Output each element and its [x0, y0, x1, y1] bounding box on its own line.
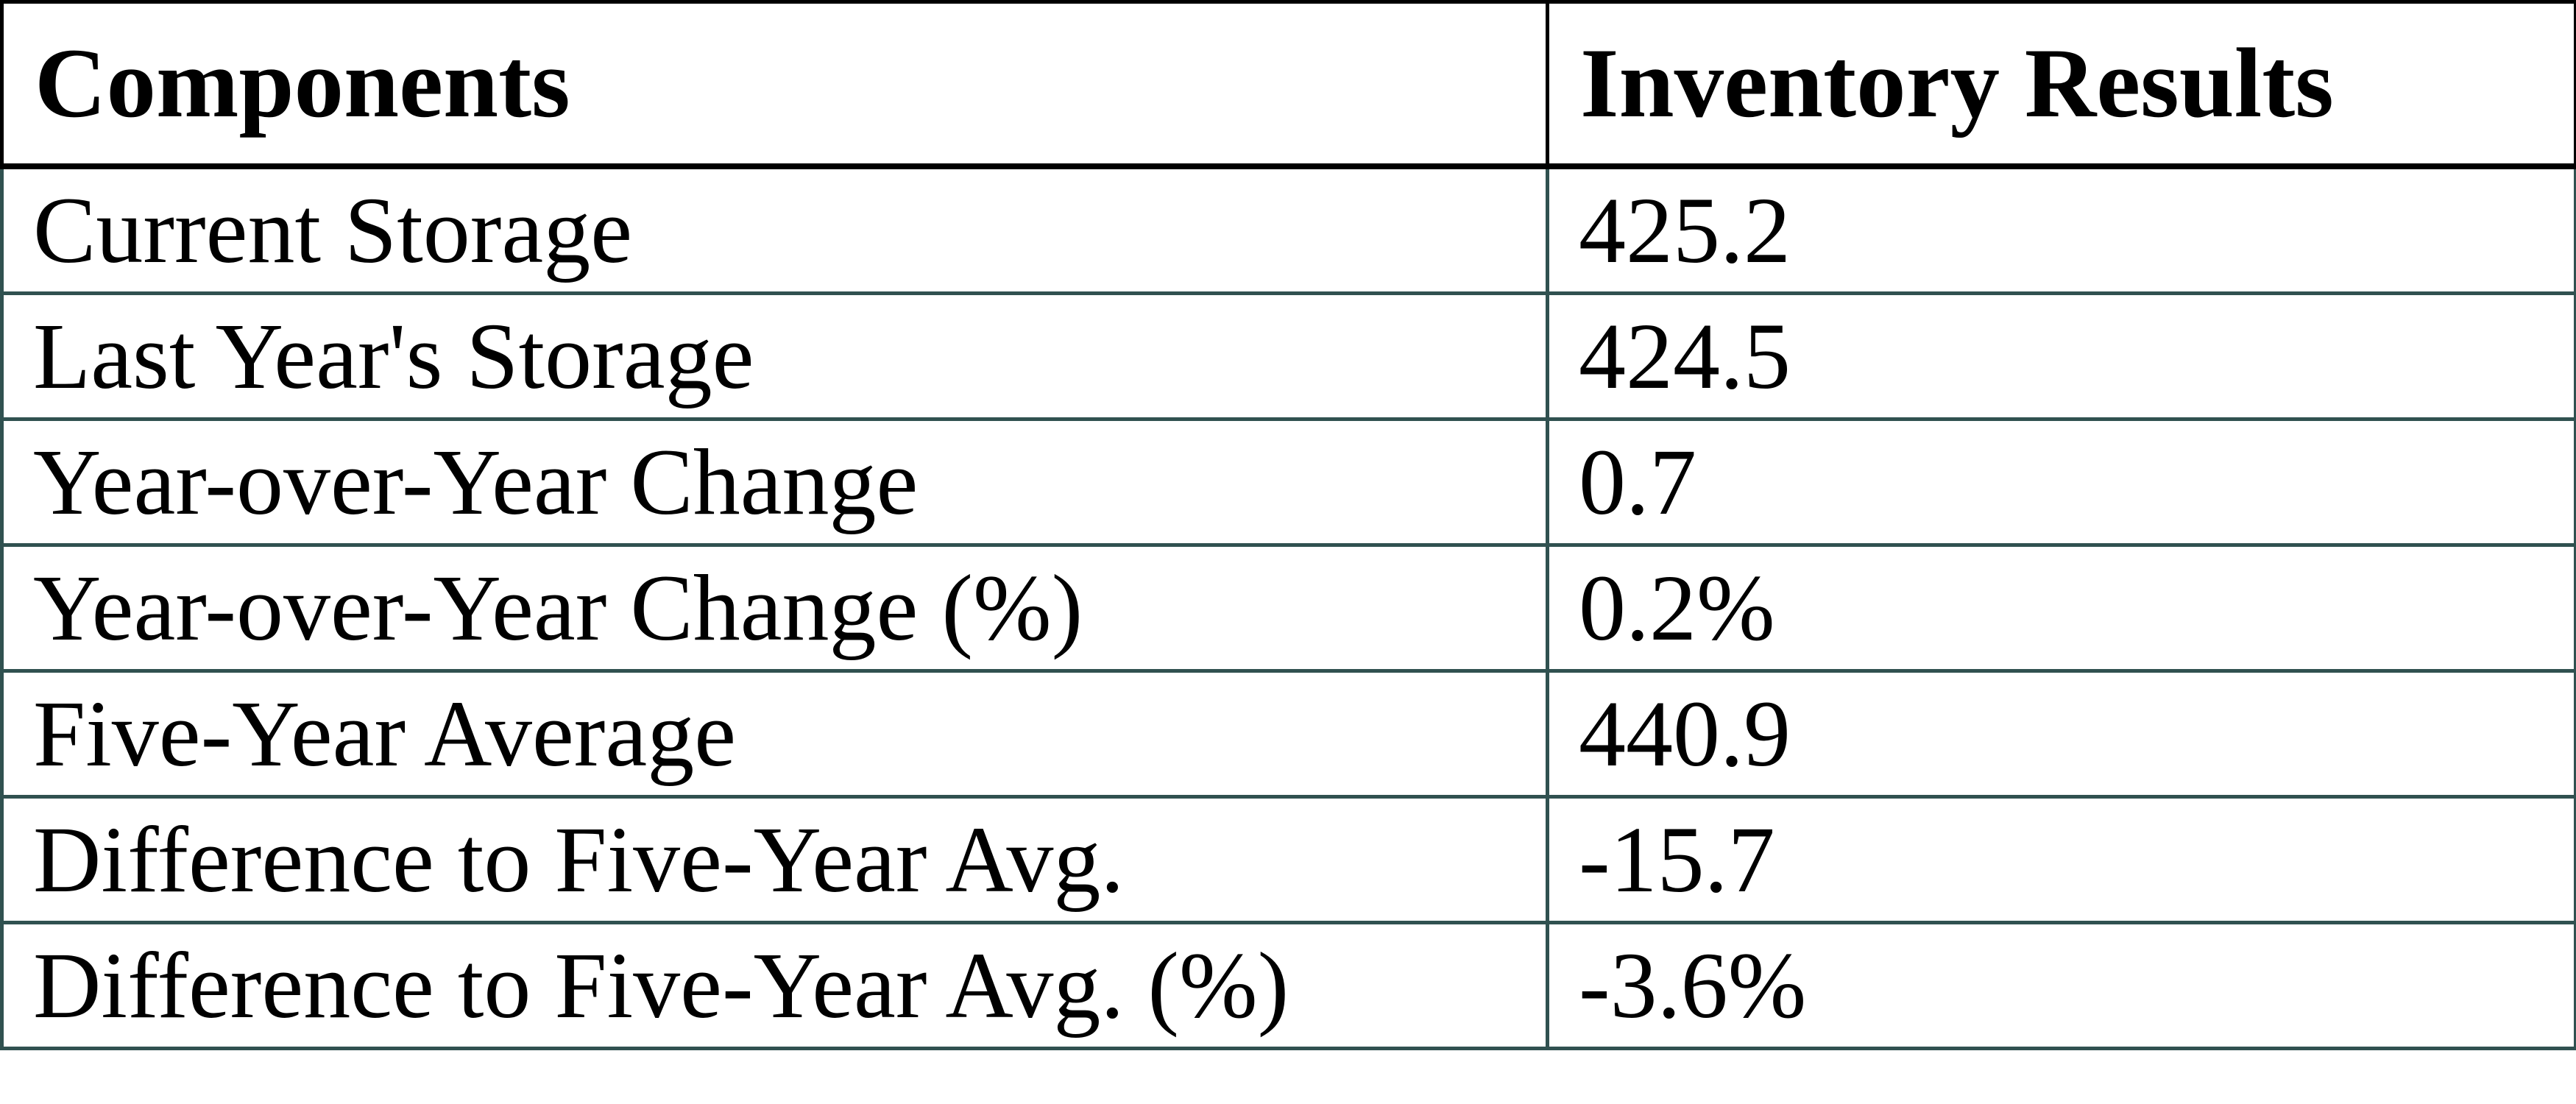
row-value: 0.7: [1546, 417, 2576, 547]
table-row: Year-over-Year Change (%) 0.2%: [0, 543, 2576, 673]
table-header: Components Inventory Results: [0, 0, 2576, 169]
row-label: Current Storage: [0, 164, 1549, 295]
row-value: -3.6%: [1546, 921, 2576, 1050]
row-value: 0.2%: [1546, 543, 2576, 673]
row-label: Year-over-Year Change: [0, 417, 1549, 547]
row-label: Difference to Five-Year Avg. (%): [0, 921, 1549, 1050]
row-label: Last Year's Storage: [0, 291, 1549, 421]
row-label: Difference to Five-Year Avg.: [0, 795, 1549, 924]
row-label: Year-over-Year Change (%): [0, 543, 1549, 673]
row-value: -15.7: [1546, 795, 2576, 924]
table-row: Year-over-Year Change 0.7: [0, 417, 2576, 547]
header-row: Components Inventory Results: [0, 0, 2576, 169]
inventory-table: Components Inventory Results Current Sto…: [0, 0, 2576, 1050]
table-row: Last Year's Storage 424.5: [0, 291, 2576, 421]
table-row: Difference to Five-Year Avg. -15.7: [0, 795, 2576, 924]
row-label: Five-Year Average: [0, 669, 1549, 799]
column-header-inventory-results: Inventory Results: [1546, 0, 2576, 169]
table-row: Five-Year Average 440.9: [0, 669, 2576, 799]
table-row: Difference to Five-Year Avg. (%) -3.6%: [0, 921, 2576, 1050]
row-value: 440.9: [1546, 669, 2576, 799]
table-row: Current Storage 425.2: [0, 164, 2576, 295]
row-value: 425.2: [1546, 164, 2576, 295]
column-header-components: Components: [0, 0, 1549, 169]
row-value: 424.5: [1546, 291, 2576, 421]
table-body: Current Storage 425.2 Last Year's Storag…: [0, 164, 2576, 1050]
